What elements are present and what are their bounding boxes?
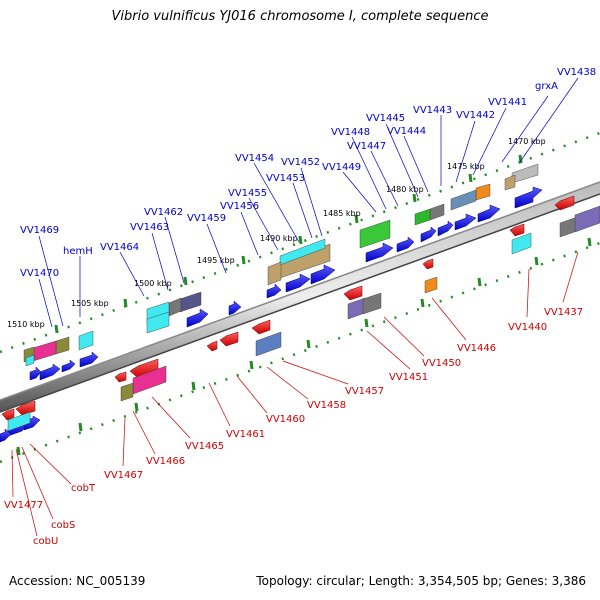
gene-label-vv1466: VV1466 [146, 456, 185, 467]
topology-text: Topology: circular; Length: 3,354,505 bp… [256, 574, 586, 588]
gene-label-vv1477: VV1477 [4, 500, 43, 511]
gene-label-cobu: cobU [33, 536, 58, 547]
gene-label-vv1442: VV1442 [456, 110, 495, 121]
gene-label-vv1462: VV1462 [144, 207, 183, 218]
gene-label-vv1464: VV1464 [100, 242, 139, 253]
gene-label-vv1463: VV1463 [130, 222, 169, 233]
gene-label-vv1460: VV1460 [266, 414, 305, 425]
feature-boxes [7, 163, 600, 432]
gene-label-grxa: grxA [535, 81, 558, 92]
forward-gene-arrows [0, 186, 543, 443]
gene-label-vv1461: VV1461 [226, 429, 265, 440]
gene-label-vv1470: VV1470 [20, 268, 59, 279]
gene-label-vv1458: VV1458 [307, 400, 346, 411]
gene-label-vv1445: VV1445 [366, 113, 405, 124]
gene-label-cobt: cobT [71, 483, 96, 494]
kbp-label: 1480 kbp [386, 185, 424, 194]
backbone-edge-bottom [0, 193, 600, 413]
gene-label-vv1453: VV1453 [266, 173, 305, 184]
kbp-label: 1475 kbp [447, 162, 485, 171]
backbone-edge-top [0, 181, 600, 401]
gene-label-vv1443: VV1443 [413, 105, 452, 116]
kbp-label: 1495 kbp [197, 256, 235, 265]
gene-label-vv1457: VV1457 [345, 386, 384, 397]
gene-label-vv1438: VV1438 [557, 67, 596, 78]
gene-label-hemh: hemH [63, 246, 93, 257]
gene-label-vv1449: VV1449 [322, 162, 361, 173]
gene-label-vv1451: VV1451 [389, 372, 428, 383]
map-title: Vibrio vulnificus YJ016 chromosome I, co… [111, 9, 489, 24]
gene-label-vv1456: VV1456 [220, 201, 259, 212]
kbp-label: 1500 kbp [134, 279, 172, 288]
accession-text: Accession: NC_005139 [9, 574, 146, 588]
gene-label-vv1441: VV1441 [488, 97, 527, 108]
kbp-label: 1490 kbp [260, 234, 298, 243]
gene-label-vv1450: VV1450 [422, 358, 461, 369]
gene-label-vv1447: VV1447 [347, 141, 386, 152]
gene-label-vv1440: VV1440 [508, 322, 547, 333]
gene-label-vv1455: VV1455 [228, 188, 267, 199]
gene-label-vv1459: VV1459 [187, 213, 226, 224]
reverse-gene-arrows [1, 195, 575, 421]
gene-label-vv1467: VV1467 [104, 470, 143, 481]
gene-label-vv1465: VV1465 [185, 441, 224, 452]
gene-label-vv1454: VV1454 [235, 153, 274, 164]
gene-label-vv1444: VV1444 [387, 126, 426, 137]
gene-label-vv1448: VV1448 [331, 127, 370, 138]
gene-label-vv1469: VV1469 [20, 225, 59, 236]
kbp-label: 1470 kbp [508, 137, 546, 146]
gene-label-vv1452: VV1452 [281, 157, 320, 168]
major-ticks [16, 154, 592, 456]
chromosome-backbone [0, 182, 600, 412]
gene-label-cobs: cobS [51, 520, 75, 531]
top-leader-lines [38, 77, 579, 328]
kbp-label: 1505 kbp [71, 299, 109, 308]
kbp-label: 1510 kbp [7, 320, 45, 329]
gene-label-vv1437: VV1437 [544, 307, 583, 318]
bottom-leader-lines [11, 251, 579, 537]
kbp-label: 1485 kbp [323, 209, 361, 218]
gene-label-vv1446: VV1446 [457, 343, 496, 354]
